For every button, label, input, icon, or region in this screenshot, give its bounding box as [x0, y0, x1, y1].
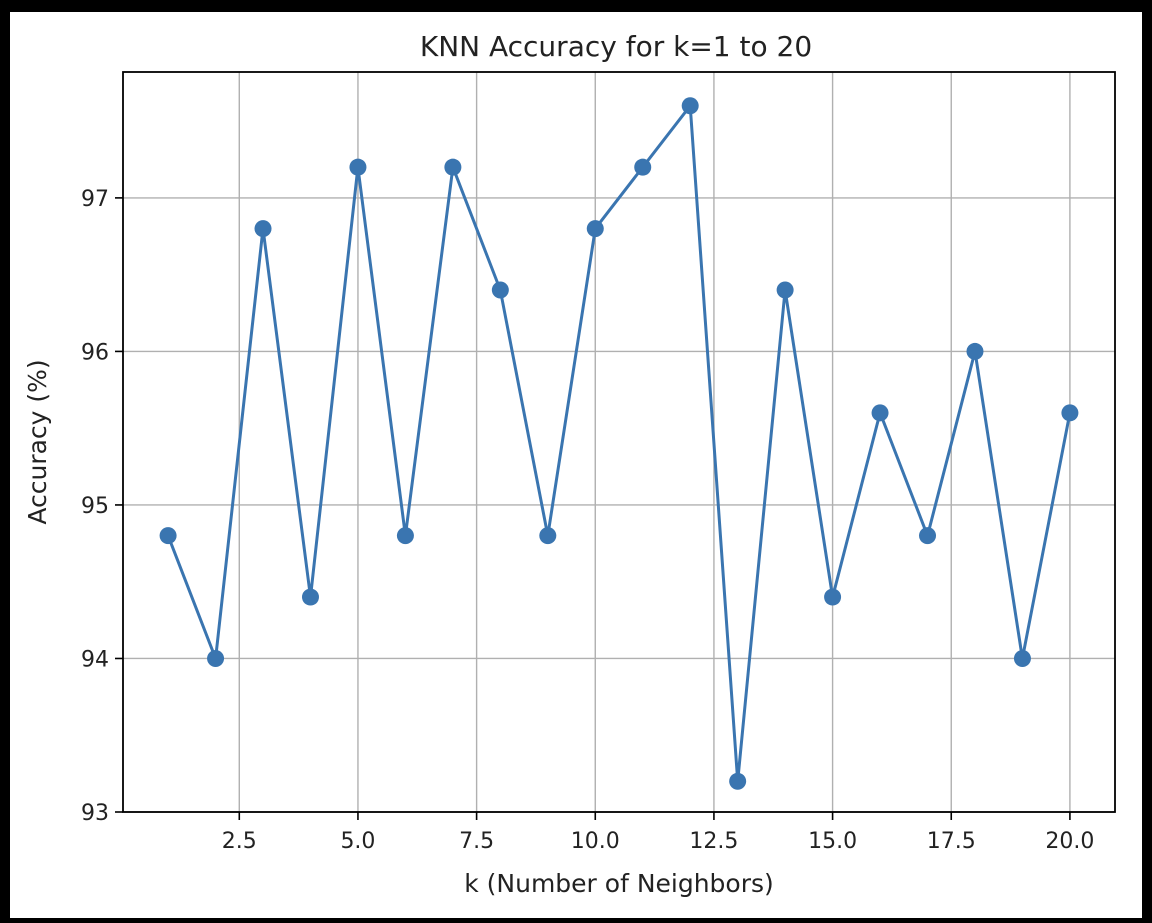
x-tick-label: 5.0	[340, 829, 375, 854]
data-point	[207, 649, 225, 667]
y-tick-label: 93	[81, 801, 109, 826]
chart-title: KNN Accuracy for k=1 to 20	[420, 30, 812, 63]
data-point	[349, 158, 367, 176]
y-tick-label: 95	[81, 494, 109, 519]
chart-figure: KNN Accuracy for k=1 to 20 93 94 95 96 97 2.…	[10, 12, 1142, 918]
series-line	[166, 104, 1072, 783]
data-point	[539, 527, 557, 545]
y-tick-label: 96	[81, 340, 109, 365]
data-point	[729, 772, 747, 790]
data-point	[444, 158, 462, 176]
grid-lines	[123, 72, 1115, 813]
data-point	[254, 220, 272, 238]
data-points	[159, 97, 1079, 790]
x-tick-label: 12.5	[689, 829, 738, 854]
x-tick-label: 17.5	[927, 829, 976, 854]
data-point	[966, 342, 984, 360]
y-axis-label: Accuracy (%)	[23, 359, 52, 524]
data-point	[301, 588, 319, 606]
data-point	[1013, 649, 1031, 667]
x-axis-ticks: 2.5 5.0 7.5 10.0 12.5 15.0 17.5 20.0	[222, 812, 1094, 854]
x-tick-label: 15.0	[808, 829, 857, 854]
x-tick-label: 2.5	[222, 829, 257, 854]
x-tick-label: 10.0	[571, 829, 620, 854]
data-point	[396, 527, 414, 545]
x-tick-label: 7.5	[459, 829, 494, 854]
data-point	[634, 158, 652, 176]
plot-area-frame	[122, 71, 1116, 813]
data-point	[159, 527, 177, 545]
data-point	[776, 281, 794, 299]
data-point	[491, 281, 509, 299]
y-tick-label: 97	[81, 187, 109, 212]
y-axis-ticks: 93 94 95 96 97	[81, 187, 123, 826]
line-chart: KNN Accuracy for k=1 to 20 93 94 95 96 97 2.…	[23, 30, 1116, 898]
data-point	[919, 527, 937, 545]
x-axis-label: k (Number of Neighbors)	[464, 869, 774, 898]
data-point	[681, 97, 699, 115]
data-point	[824, 588, 842, 606]
data-point	[1061, 404, 1079, 422]
data-point	[586, 220, 604, 238]
y-tick-label: 94	[81, 647, 109, 672]
x-tick-label: 20.0	[1045, 829, 1094, 854]
data-point	[871, 404, 889, 422]
